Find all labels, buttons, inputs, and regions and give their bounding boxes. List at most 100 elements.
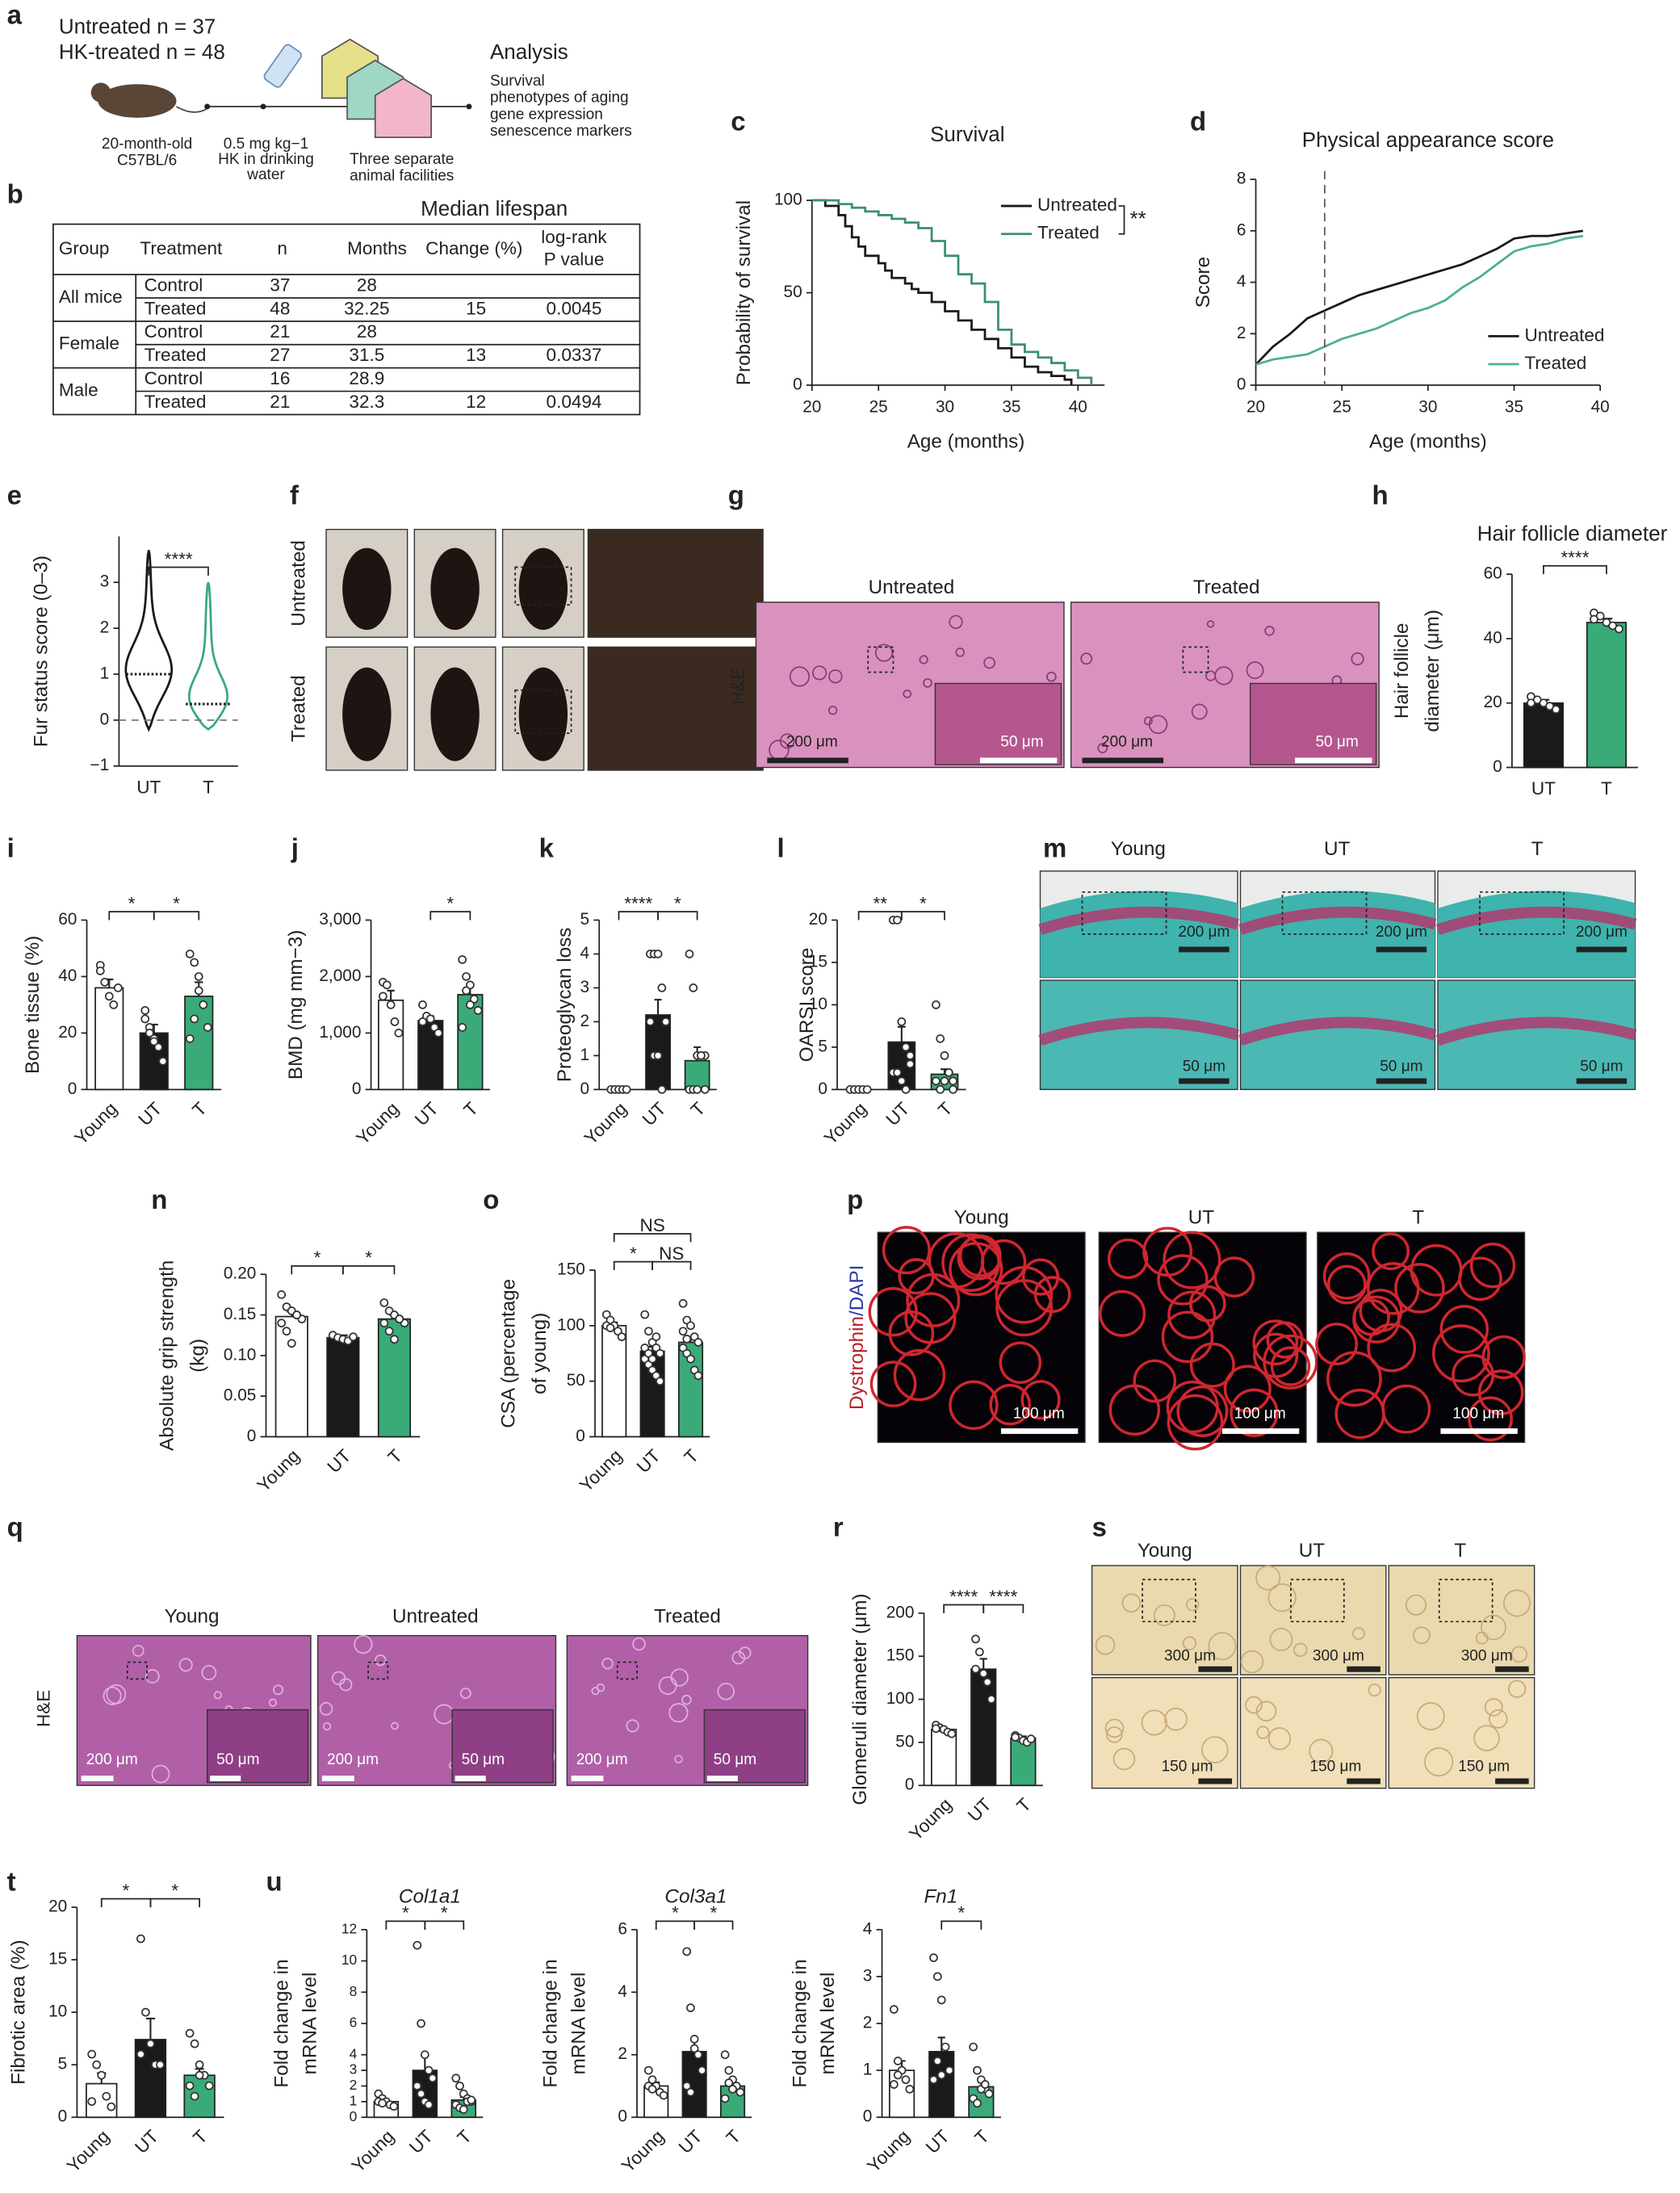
zoom-box — [126, 1661, 148, 1680]
y-tick-label: 15 — [809, 952, 827, 971]
data-point — [897, 1076, 907, 1086]
chart-title: Col1a1 — [399, 1885, 461, 1907]
muscle-fiber — [1468, 1396, 1513, 1442]
tissue-texture — [827, 706, 838, 715]
tissue-texture — [1095, 1635, 1116, 1655]
y-tick-label: 2 — [1237, 324, 1246, 342]
muscle-fiber — [995, 1279, 1054, 1337]
muscle-fiber — [1334, 1388, 1385, 1440]
table-cell: 27 — [270, 345, 290, 365]
error-bar — [387, 989, 395, 1000]
significance-label: * — [710, 1903, 717, 1923]
data-point — [693, 2050, 703, 2060]
data-point — [936, 1084, 945, 1094]
tissue-texture — [1267, 1583, 1297, 1612]
y-tick-label: 2 — [100, 618, 110, 637]
panel-letter: k — [539, 832, 555, 862]
muscle-fiber — [1107, 1238, 1149, 1280]
data-point — [194, 972, 203, 981]
table-cell: 15 — [466, 298, 486, 318]
column-label: Young — [954, 1206, 1009, 1228]
table-cell: 28.9 — [349, 368, 384, 388]
series-line — [811, 199, 1093, 386]
tissue-texture — [145, 1669, 160, 1684]
y-tick-label: 0 — [100, 710, 110, 728]
data-point — [149, 1037, 159, 1046]
x-tick-label: 40 — [1069, 397, 1087, 416]
significance-bracket — [1543, 564, 1607, 575]
schematic-art — [90, 38, 472, 138]
data-point — [678, 1298, 688, 1308]
y-tick-label: 4 — [863, 1919, 873, 1938]
table-cell: Control — [145, 368, 203, 388]
scale-bar-label: 300 μm — [1164, 1648, 1216, 1665]
y-tick-label: 0 — [1493, 757, 1502, 776]
tissue-texture — [1255, 1700, 1277, 1721]
y-axis-label: Score — [1192, 257, 1214, 308]
significance-label: * — [674, 893, 681, 913]
muscle-fiber — [1223, 1365, 1272, 1413]
tissue-texture — [828, 669, 843, 684]
data-point — [941, 2042, 950, 2052]
data-point — [190, 958, 199, 967]
data-point — [735, 2087, 745, 2097]
tissue-texture — [1508, 1679, 1527, 1698]
tissue-texture — [201, 1665, 217, 1680]
y-tick-label: 0 — [576, 1427, 585, 1445]
table-cell: 32.3 — [349, 392, 384, 412]
muscle-fiber — [1431, 1324, 1490, 1383]
super-header: Median lifespan — [421, 196, 568, 220]
data-point — [640, 1310, 650, 1319]
data-point — [458, 955, 467, 964]
tissue-texture — [1473, 1725, 1500, 1751]
y-tick-label: 10 — [48, 2002, 67, 2021]
data-point — [417, 2019, 425, 2028]
y-tick-label: −1 — [90, 756, 110, 774]
data-point — [689, 983, 698, 992]
data-point — [158, 1056, 168, 1066]
image-tile — [1388, 1676, 1535, 1789]
table-cell: 37 — [270, 275, 290, 295]
y-axis-label: Bone tissue (%) — [22, 936, 44, 1074]
y-axis-label: Fibrotic area (%) — [8, 1939, 30, 2084]
y-tick-label: 4 — [1237, 272, 1246, 291]
image-tile — [587, 528, 764, 638]
data-point — [287, 1339, 296, 1348]
data-point — [653, 950, 663, 958]
y-tick-label: 12 — [341, 1920, 357, 1936]
scale-bar-label: 150 μm — [1309, 1759, 1361, 1776]
column-header: log-rank — [541, 227, 607, 247]
data-point — [685, 950, 694, 958]
data-point — [379, 1298, 389, 1307]
muscle-fiber — [1166, 1380, 1219, 1434]
violin — [124, 550, 174, 732]
mouse-label: 20-month-old — [102, 136, 192, 153]
data-point — [140, 1006, 150, 1015]
y-axis-label: Proteoglycan loss — [554, 928, 576, 1083]
panel-letter: h — [1372, 480, 1388, 509]
data-point — [185, 2028, 195, 2038]
muscle-fiber — [949, 1380, 999, 1430]
data-point — [651, 1332, 661, 1341]
muscle-fiber — [1266, 1321, 1304, 1359]
muscle-fiber — [1021, 1258, 1060, 1296]
significance-label: * — [441, 1903, 448, 1923]
data-point — [195, 2060, 204, 2069]
scale-bar-label: 50 μm — [1380, 1059, 1422, 1076]
data-point — [647, 1354, 657, 1364]
data-point — [156, 2060, 165, 2069]
data-point — [987, 1695, 996, 1704]
facility — [374, 78, 432, 138]
readout: gene expression — [490, 106, 603, 123]
muscle-fiber — [893, 1348, 946, 1402]
data-point — [390, 1335, 399, 1344]
muscle-fiber — [1163, 1231, 1221, 1289]
column-label: T — [1412, 1206, 1424, 1228]
y-axis-label: Glomeruli diameter (μm) — [849, 1594, 871, 1805]
tissue-texture — [1269, 1628, 1293, 1651]
muscle-fiber — [1270, 1346, 1311, 1386]
data-point — [889, 2080, 899, 2089]
table-cell: 12 — [466, 392, 486, 412]
tissue-texture — [1484, 1697, 1503, 1717]
data-point — [657, 1084, 667, 1094]
